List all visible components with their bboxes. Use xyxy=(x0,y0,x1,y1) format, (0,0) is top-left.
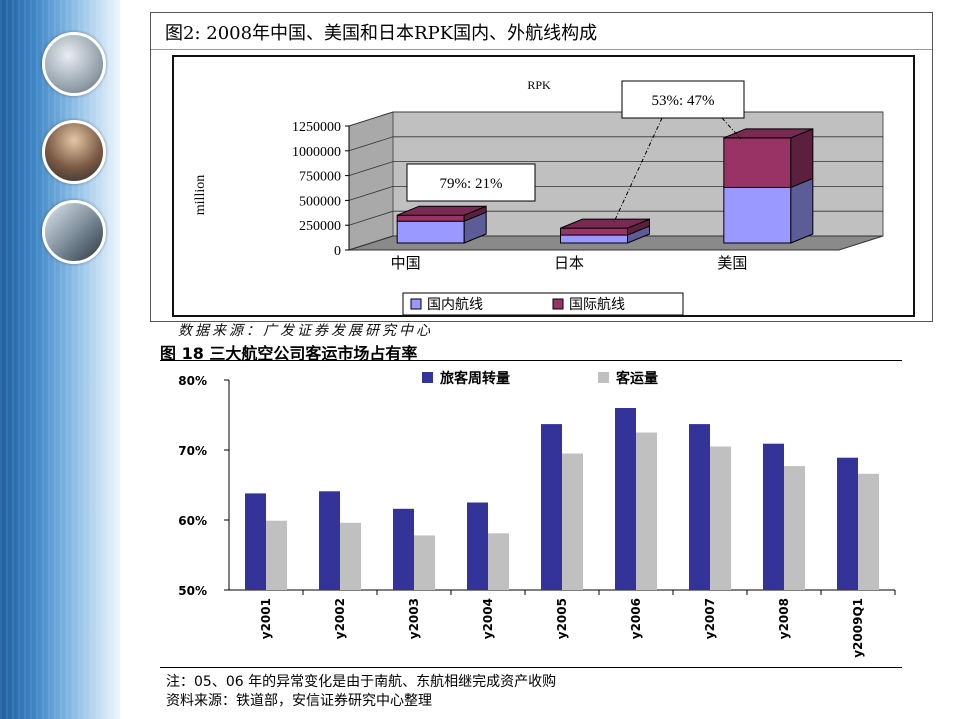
chart2-bar-pax xyxy=(488,533,509,590)
chart1-annotation-box xyxy=(621,80,745,119)
chart1-side-wall xyxy=(348,111,394,251)
chart1-bar-top xyxy=(723,128,814,139)
chart2-xtick-label: y2002 xyxy=(333,598,347,639)
sidebar-decoration xyxy=(0,0,120,719)
chart2-bar-rpk xyxy=(541,424,562,590)
chart1-xtick-label: 美国 xyxy=(717,255,747,272)
chart2-xtick-label: y2003 xyxy=(407,598,421,639)
chart1-plot-frame: 0 250000 500000 750000 1000000 1250000 RPK mill… xyxy=(172,55,915,317)
chart2-bar-rpk xyxy=(615,408,636,590)
chart1-xtick-label: 日本 xyxy=(554,255,584,272)
chart1-ytick-label: 750000 xyxy=(299,170,341,185)
chart1-bar-side xyxy=(790,177,814,244)
chart1-bar-domestic xyxy=(560,234,628,244)
chart1-bar-top xyxy=(560,218,650,229)
chart1-source-note: 数据来源：广发证券发展研究中心 xyxy=(178,323,433,339)
chart2-bar-rpk xyxy=(689,424,710,590)
chart2-bar-pax xyxy=(784,466,805,590)
chart1-bar-intl xyxy=(723,137,792,188)
chart2-title: 图 18 三大航空公司客运市场占有率 xyxy=(160,344,418,363)
chart1-ylabel: million xyxy=(193,175,208,215)
chart1-ytick-label: 1250000 xyxy=(292,120,341,135)
chart1-annotation: 53%: 47% xyxy=(652,93,715,109)
chart2-title-rule xyxy=(160,360,902,361)
chart1-legend-box xyxy=(402,292,684,315)
chart1-svg: 0 250000 500000 750000 1000000 1250000 RPK mill… xyxy=(193,78,884,315)
chart1-legend-label: 国际航线 xyxy=(569,297,625,313)
chart1-legend-swatch xyxy=(552,298,564,310)
chart2-svg: 50% 60% 70% 80% y2001 y2002 y2003 y2004 y2005 y20… xyxy=(178,370,896,658)
chart1-bar-intl xyxy=(560,227,628,236)
note-rule xyxy=(160,667,902,668)
chart1-ytick-label: 0 xyxy=(334,244,341,259)
chart1-annotation-box xyxy=(406,163,536,202)
chart2-xtick-label: y2008 xyxy=(777,598,791,639)
chart2-bar-rpk xyxy=(245,493,266,590)
chart2-ytick-label: 60% xyxy=(178,514,207,528)
chart2-xtick-label: y2006 xyxy=(629,598,643,639)
chart1-legend-swatch xyxy=(410,298,422,310)
chart2-ytick-label: 80% xyxy=(178,374,207,388)
chart1-title-rule xyxy=(151,49,932,50)
chart1-gridline xyxy=(348,210,883,226)
chart2-xtick-label: y2009Q1 xyxy=(851,598,865,658)
chart1-gridline xyxy=(348,235,883,251)
sidebar-stripes xyxy=(0,0,120,719)
chart2-xtick-label: y2005 xyxy=(555,598,569,639)
people-photo-circle-icon xyxy=(42,120,106,184)
chart2-bar-pax xyxy=(562,453,583,590)
footnote: 注：05、06 年的异常变化是由于南航、东航相继完成资产收购 xyxy=(166,674,557,690)
chart1-ytick-label: 250000 xyxy=(299,219,341,234)
chart2-bar-rpk xyxy=(393,508,414,590)
chart1-gridline xyxy=(348,185,883,201)
source-note: 资料来源：铁道部，安信证券研究中心整理 xyxy=(166,693,432,709)
chart2-xtick-label: y2001 xyxy=(259,598,273,639)
chart2-legend-swatch xyxy=(598,372,609,383)
chart1-bar-domestic xyxy=(396,220,465,244)
chart2-xtick-label: y2004 xyxy=(481,598,495,639)
chart2-bar-rpk xyxy=(837,457,858,590)
chart2-bar-pax xyxy=(340,522,361,590)
chart1-ytick-label: 1000000 xyxy=(292,145,341,160)
chart2-bar-rpk xyxy=(763,443,784,590)
chart2-legend-label: 旅客周转量 xyxy=(440,370,510,387)
chart1-leader-line xyxy=(613,117,663,223)
chart1-gridline xyxy=(348,136,883,152)
chart1-bar-domestic xyxy=(723,186,792,244)
chart2-bar-pax xyxy=(858,473,879,590)
chart2-bar-rpk xyxy=(467,502,488,590)
chart1-bar-intl xyxy=(396,214,465,222)
chart2-legend-label: 客运量 xyxy=(615,370,658,387)
chart1-subtitle: RPK xyxy=(527,78,551,92)
chart2-bar-pax xyxy=(266,520,287,590)
chart2-bar-pax xyxy=(710,446,731,590)
chart1-ytick-label: 500000 xyxy=(299,194,341,209)
chart2-ytick-label: 50% xyxy=(178,584,207,598)
chart2-xtick-label: y2007 xyxy=(703,598,717,639)
business-photo-circle-icon xyxy=(42,200,106,264)
chart1-xtick-label: 中国 xyxy=(391,255,421,272)
chart1-gridline xyxy=(348,161,883,176)
chart2-bar-pax xyxy=(414,535,435,590)
chart1-legend-label: 国内航线 xyxy=(427,297,483,313)
chart2-bar-pax xyxy=(636,432,657,590)
photo-circle-icon xyxy=(42,32,106,96)
chart2-bar-rpk xyxy=(319,491,340,590)
chart1-annotation: 79%: 21% xyxy=(440,176,503,192)
chart2-ytick-label: 70% xyxy=(178,444,207,458)
chart1-title: 图2: 2008年中国、美国和日本RPK国内、外航线构成 xyxy=(165,23,598,44)
chart1-bar-top xyxy=(396,205,487,216)
chart2-legend-swatch xyxy=(422,372,433,383)
rpk-chart-frame: 图2: 2008年中国、美国和日本RPK国内、外航线构成 0 250000 5000… xyxy=(150,12,933,322)
chart1-bar-side xyxy=(790,128,814,189)
